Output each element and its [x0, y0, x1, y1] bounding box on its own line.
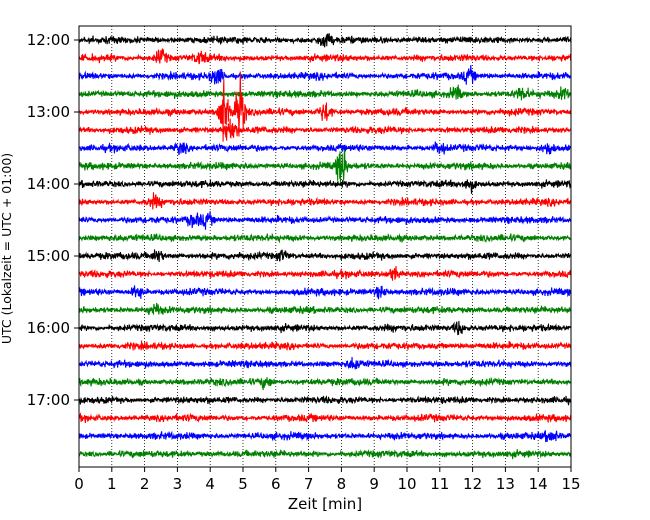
trace-line	[78, 33, 572, 48]
trace-line	[78, 141, 572, 156]
y-tick-label: 12:00	[27, 31, 70, 49]
x-tick-label: 15	[561, 475, 580, 493]
trace-line	[78, 149, 572, 184]
trace-line	[78, 232, 572, 244]
plot-frame	[78, 25, 572, 468]
trace-line	[78, 64, 572, 85]
trace-line	[78, 430, 572, 443]
x-tick-label: 2	[140, 475, 150, 493]
x-tick-label: 4	[205, 475, 215, 493]
x-axis-ticks: 0 1 2 3 4 5 6 7 8 9 10 11 12 13 14 15	[74, 467, 581, 493]
trace-line	[78, 266, 572, 281]
y-axis-label: UTC (Lokalzeit = UTC + 01:00)	[0, 153, 14, 344]
y-tick-label: 13:00	[27, 103, 70, 121]
x-tick-label: 0	[74, 475, 84, 493]
trace-lines	[78, 33, 572, 460]
x-tick-label: 5	[238, 475, 248, 493]
x-tick-label: 14	[529, 475, 548, 493]
trace-line	[78, 118, 572, 141]
trace-line	[78, 71, 572, 142]
trace-line	[78, 357, 572, 370]
x-axis-label: Zeit [min]	[288, 495, 362, 513]
trace-line	[78, 179, 572, 194]
trace-line	[78, 48, 572, 65]
trace-line	[78, 211, 572, 230]
x-tick-label: 6	[271, 475, 281, 493]
trace-line	[78, 84, 572, 101]
trace-line	[78, 449, 572, 460]
trace-line	[78, 320, 572, 336]
y-tick-label: 17:00	[27, 391, 70, 409]
x-tick-label: 7	[304, 475, 314, 493]
x-tick-label: 3	[173, 475, 183, 493]
trace-line	[78, 192, 572, 210]
x-tick-label: 12	[463, 475, 482, 493]
trace-line	[78, 302, 572, 316]
trace-line	[78, 249, 572, 263]
x-tick-label: 9	[369, 475, 379, 493]
trace-line	[78, 340, 572, 351]
trace-line	[78, 285, 572, 300]
trace-line	[78, 412, 572, 424]
x-tick-label: 8	[337, 475, 347, 493]
y-tick-label: 14:00	[27, 175, 70, 193]
y-axis-ticks: 12:00 13:00 14:00 15:00 16:00 17:00	[27, 31, 79, 409]
x-tick-label: 10	[397, 475, 416, 493]
trace-line	[78, 395, 572, 406]
x-tick-label: 11	[430, 475, 449, 493]
trace-line	[78, 376, 572, 391]
x-tick-label: 1	[107, 475, 117, 493]
x-tick-label: 13	[496, 475, 515, 493]
y-tick-label: 15:00	[27, 247, 70, 265]
y-tick-label: 16:00	[27, 319, 70, 337]
